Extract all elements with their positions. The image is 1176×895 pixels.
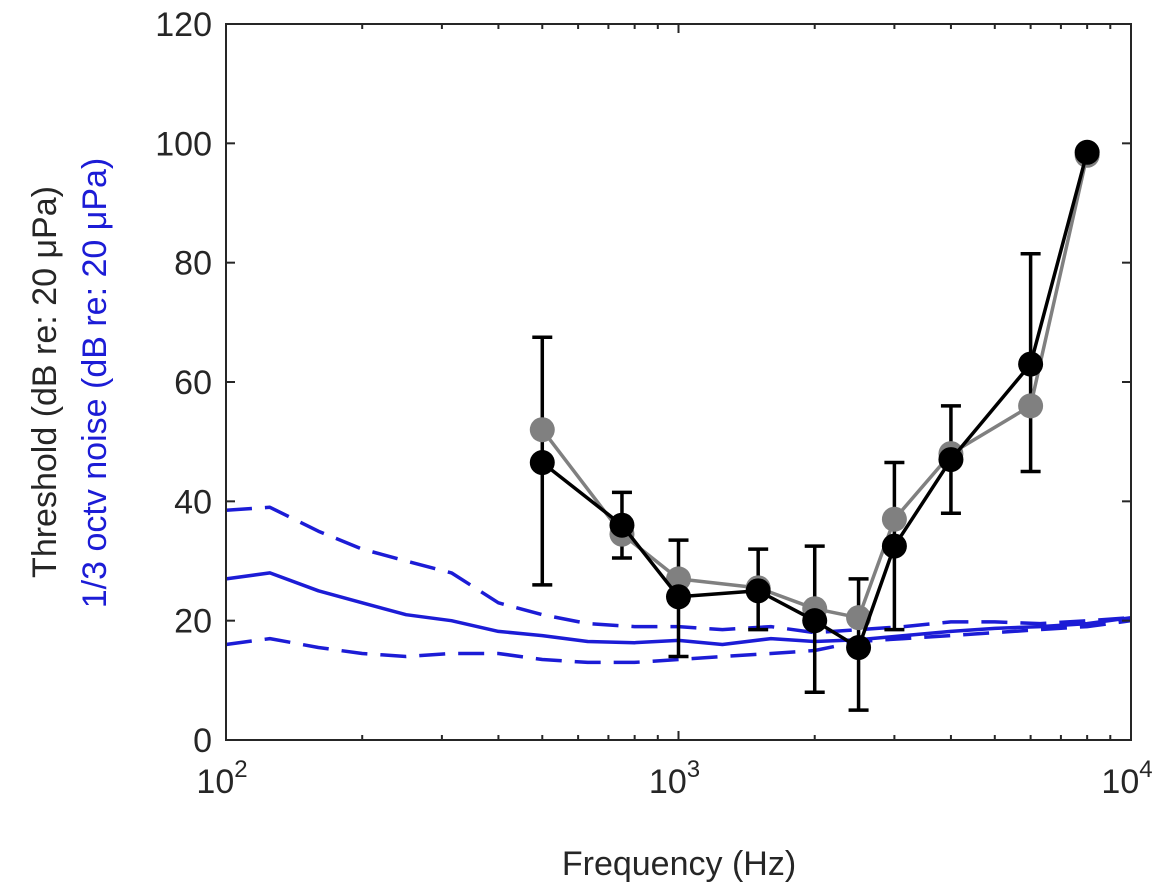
y-axis-title: Threshold (dB re: 20 μPa) — [26, 186, 64, 578]
data-point-grey — [846, 605, 872, 631]
axes: 0 20 40 60 80 100 120 102 103 104 — [155, 6, 1152, 801]
data-point-black — [745, 578, 771, 604]
x-tick-label: 104 — [1101, 756, 1152, 801]
data-point-grey — [881, 506, 907, 532]
y-tick-label: 100 — [155, 125, 212, 163]
y-tick-label: 80 — [174, 245, 212, 283]
data-point-grey — [1018, 393, 1044, 419]
data-point-black — [666, 584, 691, 610]
data-point-grey — [529, 417, 555, 443]
plot-area — [225, 139, 1132, 712]
y-axis-title-noise: 1/3 octv noise (dB re: 20 μPa) — [76, 158, 114, 608]
data-point-black — [881, 533, 907, 559]
x-axis-title: Frequency (Hz) — [562, 845, 796, 883]
data-point-black — [609, 512, 635, 538]
x-tick-label: 102 — [196, 756, 247, 801]
y-tick-label: 40 — [174, 483, 212, 521]
series-line-grey — [540, 154, 1089, 620]
series-line-black — [541, 151, 1089, 650]
y-tick-label: 60 — [174, 364, 212, 402]
y-tick-label: 20 — [174, 603, 212, 641]
data-point-grey — [666, 566, 691, 592]
y-tick-label: 0 — [193, 722, 212, 760]
y-tick-label: 120 — [155, 6, 212, 44]
data-point-black — [1018, 351, 1044, 377]
x-tick-label: 103 — [649, 756, 700, 801]
data-point-black — [846, 635, 872, 661]
data-point-black — [1074, 139, 1100, 165]
data-point-black — [938, 447, 964, 473]
data-point-black — [802, 608, 828, 634]
noise-bound-line-4 — [225, 618, 1132, 665]
data-point-black — [529, 450, 555, 476]
